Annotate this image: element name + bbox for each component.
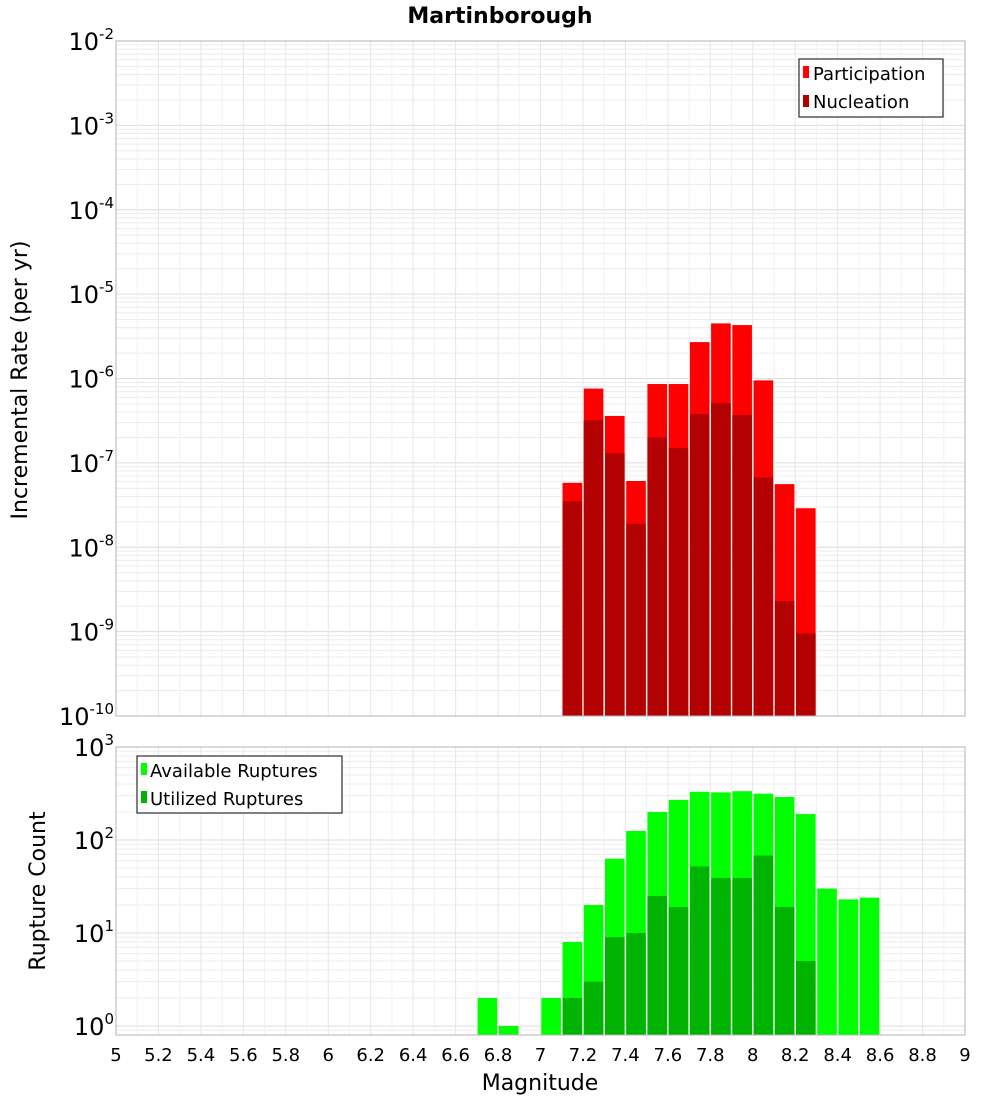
top-plot-frame — [115, 40, 966, 717]
available-ruptures-bar — [859, 897, 880, 1035]
top-y-tick-labels: 10-10 10-9 10-8 10-7 10-6 10-5 10-4 10-3 10-2 — [59, 25, 114, 731]
top-y-tick-label: 10-6 — [68, 363, 114, 394]
utilized-ruptures-bar — [604, 937, 625, 1035]
top-y-tick-label: 10-10 — [59, 700, 114, 731]
bottom-y-tick-label: 103 — [74, 731, 114, 762]
x-axis-title: Magnitude — [482, 1071, 599, 1096]
available-ruptures-bar — [838, 899, 859, 1035]
x-tick-label: 6.6 — [441, 1045, 470, 1066]
top-y-tick-label: 10-2 — [68, 25, 114, 56]
available-ruptures-bar — [477, 997, 498, 1035]
bottom-legend: Available Ruptures Utilized Ruptures — [136, 755, 343, 814]
utilized-ruptures-bar — [753, 855, 774, 1035]
x-tick-label: 8.8 — [908, 1045, 937, 1066]
bottom-plot-bars — [477, 791, 880, 1035]
utilized-ruptures-bar — [668, 907, 689, 1035]
nucleation-bar — [583, 420, 604, 716]
top-y-tick-label: 10-4 — [68, 194, 114, 225]
nucleation-bar — [732, 414, 752, 716]
bottom-plot-frame — [115, 746, 966, 1036]
x-tick-label: 6.4 — [399, 1045, 428, 1066]
x-tick-label: 7.8 — [696, 1045, 725, 1066]
x-tick-label: 7.2 — [569, 1045, 598, 1066]
nucleation-bar — [753, 477, 774, 716]
bottom-y-tick-label: 100 — [74, 1010, 114, 1041]
x-tick-label: 5.2 — [144, 1045, 173, 1066]
x-tick-label: 6.2 — [356, 1045, 385, 1066]
nucleation-bar — [689, 413, 710, 716]
available-ruptures-bar — [541, 997, 561, 1035]
available-ruptures-swatch — [141, 763, 147, 775]
nucleation-bar — [668, 448, 689, 716]
utilized-ruptures-swatch — [141, 791, 147, 803]
bottom-y-tick-label: 102 — [74, 824, 114, 855]
bottom-y-tick-label: 101 — [74, 917, 114, 948]
nucleation-legend-label: Nucleation — [813, 92, 909, 113]
top-y-tick-label: 10-7 — [68, 447, 114, 478]
utilized-ruptures-bar — [689, 866, 710, 1035]
available-ruptures-bar — [817, 888, 837, 1035]
utilized-ruptures-bar — [711, 878, 731, 1035]
utilized-ruptures-bar — [562, 997, 583, 1035]
top-y-tick-label: 10-3 — [68, 109, 114, 140]
participation-legend-label: Participation — [813, 64, 925, 85]
available-ruptures-legend-label: Available Ruptures — [150, 761, 318, 782]
x-tick-label: 8.6 — [866, 1045, 895, 1066]
available-ruptures-bar — [498, 1025, 519, 1035]
x-tick-label: 5.4 — [187, 1045, 216, 1066]
top-y-tick-label: 10-9 — [68, 616, 114, 647]
top-y-tick-label: 10-8 — [68, 531, 114, 562]
top-y-axis-title: Incremental Rate (per yr) — [8, 241, 33, 520]
nucleation-bar — [796, 633, 816, 716]
x-tick-labels: 5 5.2 5.4 5.6 5.8 6 6.2 6.4 6.6 6.8 7 7.2 7.4 7.6 7.8 8… — [110, 1045, 970, 1066]
nucleation-bar — [647, 437, 668, 716]
x-tick-label: 5.8 — [271, 1045, 300, 1066]
x-tick-label: 5 — [110, 1045, 121, 1066]
x-tick-label: 8.4 — [823, 1045, 852, 1066]
top-y-tick-label: 10-5 — [68, 278, 114, 309]
participation-swatch — [803, 66, 809, 78]
nucleation-bar — [774, 601, 795, 716]
bottom-y-tick-labels: 100 101 102 103 — [74, 731, 114, 1041]
x-tick-label: 7.4 — [611, 1045, 640, 1066]
nucleation-bar — [711, 403, 731, 716]
x-tick-label: 8 — [747, 1045, 758, 1066]
nucleation-swatch — [803, 95, 809, 107]
nucleation-bar — [562, 501, 583, 716]
top-legend-box — [798, 58, 944, 118]
x-tick-label: 8.2 — [781, 1045, 810, 1066]
top-legend: Participation Nucleation — [798, 58, 944, 118]
x-tick-label: 6 — [323, 1045, 334, 1066]
nucleation-bar — [604, 453, 625, 716]
utilized-ruptures-bar — [583, 981, 604, 1035]
x-tick-label: 5.6 — [229, 1045, 258, 1066]
x-tick-label: 7.6 — [654, 1045, 683, 1066]
utilized-ruptures-bar — [626, 932, 646, 1035]
utilized-ruptures-bar — [647, 895, 668, 1035]
utilized-ruptures-bar — [796, 960, 816, 1035]
top-plot-bars — [562, 323, 816, 716]
utilized-ruptures-legend-label: Utilized Ruptures — [150, 789, 303, 810]
x-tick-label: 6.8 — [484, 1045, 513, 1066]
utilized-ruptures-bar — [774, 907, 795, 1035]
top-plot-grid — [115, 41, 966, 717]
chart-title: Martinborough — [407, 4, 592, 29]
x-tick-label: 7 — [535, 1045, 546, 1066]
utilized-ruptures-bar — [732, 878, 752, 1035]
nucleation-bar — [626, 523, 646, 716]
bottom-legend-box — [136, 755, 343, 814]
bottom-y-axis-title: Rupture Count — [26, 811, 51, 971]
x-tick-label: 9 — [959, 1045, 970, 1066]
